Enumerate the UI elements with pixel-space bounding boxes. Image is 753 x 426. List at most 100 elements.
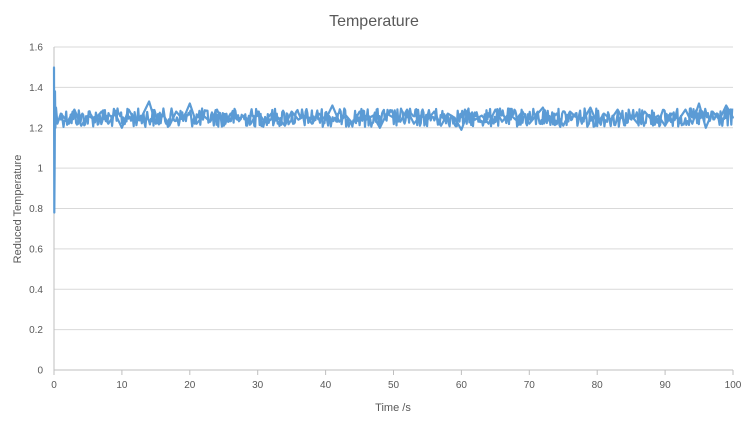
data-point (433, 110, 436, 113)
data-point (161, 112, 164, 115)
data-point (134, 120, 137, 123)
y-tick-label: 0.6 (29, 244, 43, 255)
data-point (87, 114, 89, 117)
data-point (277, 116, 279, 119)
data-point (704, 126, 707, 129)
x-tick-label: 60 (456, 380, 468, 391)
data-point (209, 120, 212, 123)
data-point (732, 116, 734, 119)
y-tick-label: 1.4 (29, 83, 43, 94)
data-point (250, 122, 252, 125)
data-point (575, 116, 578, 119)
data-point (270, 112, 273, 115)
data-point (548, 120, 551, 123)
data-point (413, 122, 415, 125)
data-point (474, 118, 476, 121)
data-point (114, 112, 116, 115)
y-tick-labels: 0 0.2 0.4 0.6 0.8 1 1.2 1.4 1.6 (29, 43, 43, 377)
data-point (331, 104, 334, 107)
y-tick-label: 0.2 (29, 325, 43, 336)
data-point (53, 157, 56, 159)
series-line-texture (59, 107, 734, 128)
chart-title: Temperature (329, 13, 419, 30)
y-tick-label: 1 (37, 164, 43, 175)
y-axis-label: Reduced Temperature (12, 155, 24, 264)
data-point (521, 110, 524, 113)
data-point (56, 122, 59, 125)
data-point (141, 114, 144, 117)
data-point (562, 124, 565, 127)
data-point (182, 118, 184, 121)
data-point (514, 118, 517, 121)
data-point (175, 110, 178, 113)
data-point (154, 122, 157, 125)
data-point (487, 122, 490, 125)
x-tick-label: 40 (320, 380, 332, 391)
data-point (589, 106, 592, 109)
data-point (535, 114, 537, 117)
data-point (324, 118, 327, 121)
y-tick-label: 1.2 (29, 123, 43, 134)
data-point (53, 66, 55, 69)
data-point (501, 120, 503, 123)
data-point (54, 90, 56, 93)
data-point (297, 118, 300, 121)
data-point (168, 124, 171, 127)
data-point (148, 100, 151, 103)
data-point (73, 108, 76, 111)
data-point (54, 126, 57, 129)
data-point (338, 120, 341, 123)
data-point (725, 104, 728, 107)
data-point (582, 118, 585, 121)
data-point (657, 114, 660, 117)
data-point (216, 108, 218, 111)
data-point (623, 120, 626, 123)
data-point (630, 114, 632, 117)
data-point (698, 102, 700, 105)
data-point (222, 124, 225, 127)
x-tick-label: 90 (660, 380, 672, 391)
data-point (229, 112, 232, 115)
x-tick-label: 30 (252, 380, 264, 391)
data-point (107, 122, 110, 125)
data-point (202, 114, 205, 117)
x-tick-label: 80 (592, 380, 604, 391)
data-point (195, 122, 198, 125)
data-point (304, 114, 307, 117)
data-point (53, 211, 56, 214)
data-point (508, 112, 510, 115)
data-point (691, 122, 694, 125)
data-point (358, 110, 361, 113)
data-point (93, 118, 96, 121)
data-point (55, 106, 57, 109)
data-point (263, 120, 266, 123)
data-point (399, 120, 402, 123)
data-point (311, 122, 313, 125)
data-point (677, 118, 680, 121)
data-point (127, 108, 130, 111)
data-point (59, 112, 62, 115)
data-point (80, 124, 83, 127)
data-point (236, 118, 239, 121)
data-point (256, 110, 259, 113)
data-point (711, 110, 714, 113)
data-point (650, 118, 653, 121)
data-point (426, 118, 429, 121)
x-tick-label: 50 (388, 380, 400, 391)
data-point (480, 114, 483, 117)
data-point (372, 114, 374, 117)
axes (53, 47, 734, 375)
data-point (609, 118, 612, 121)
data-point (365, 118, 368, 121)
data-point (406, 108, 408, 111)
data-point (494, 108, 497, 111)
data-point (66, 120, 69, 123)
data-point (284, 124, 286, 127)
y-tick-label: 0.8 (29, 204, 43, 215)
data-point (664, 124, 666, 127)
data-point (440, 124, 442, 127)
x-tick-label: 0 (51, 380, 57, 391)
series-layer (52, 66, 734, 214)
y-tick-label: 0 (37, 366, 43, 377)
data-point (379, 126, 381, 129)
